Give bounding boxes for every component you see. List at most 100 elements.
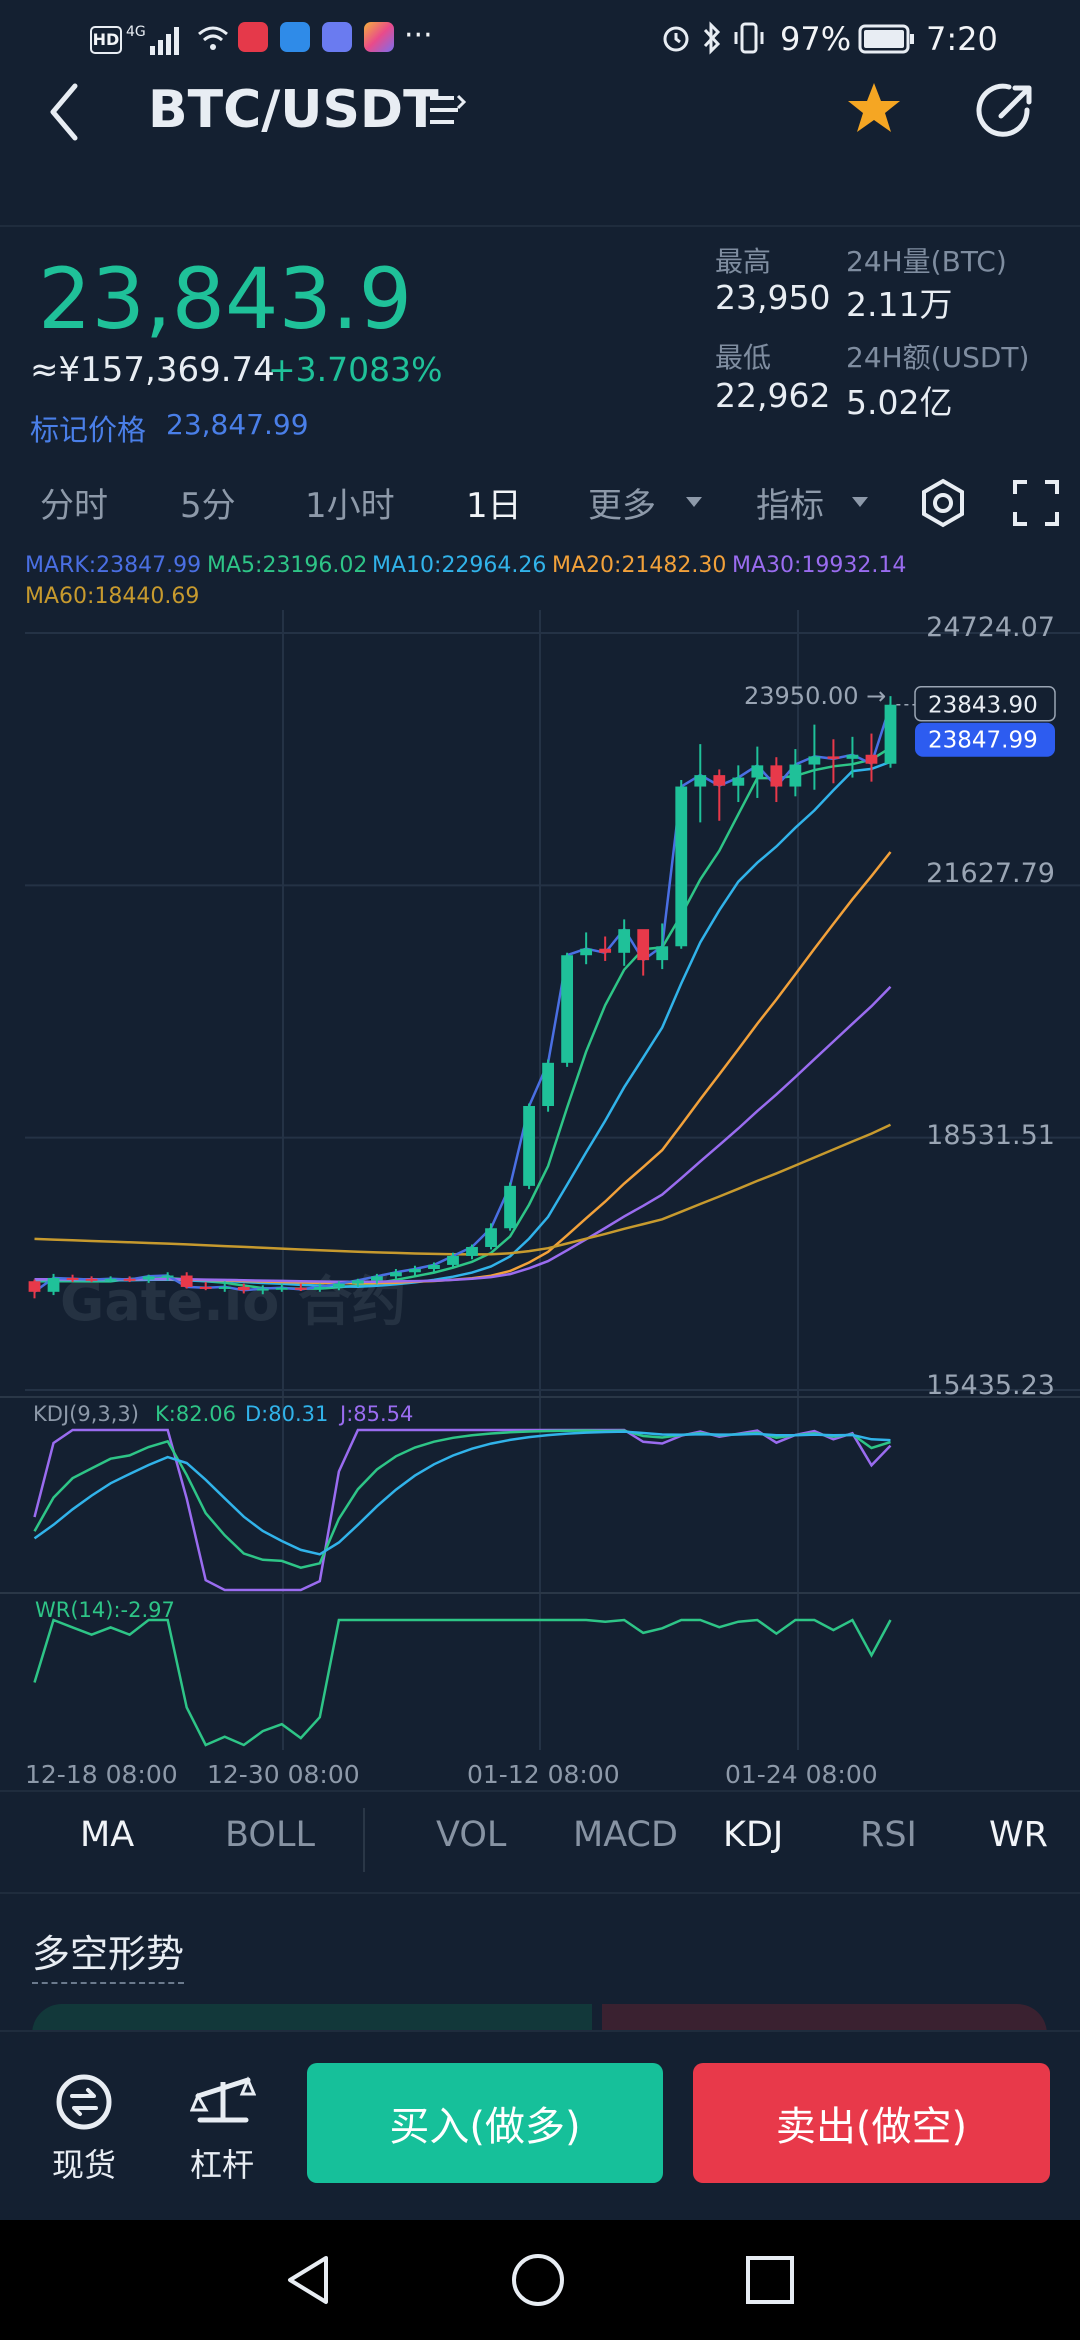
signal-4g-icon: 4G — [126, 22, 186, 56]
spot-label[interactable]: 现货 — [51, 2146, 116, 2184]
pair-menu-icon[interactable] — [428, 90, 468, 130]
long-short-title[interactable]: 多空形势 — [32, 1923, 185, 1984]
last-price: 23,843.9 — [38, 250, 413, 348]
volume-value: 2.11万 — [846, 285, 953, 324]
star-icon[interactable] — [845, 80, 903, 138]
indicator-tab-ma[interactable]: MA — [80, 1815, 135, 1855]
fullscreen-icon[interactable] — [1013, 480, 1059, 526]
tab-time-sharing[interactable]: 分时 — [40, 486, 108, 526]
candle-body — [846, 754, 859, 759]
music-app-icon — [322, 22, 352, 52]
high-price-marker: 23950.00 → — [744, 682, 886, 710]
red-app-icon — [238, 22, 268, 52]
candle-body — [637, 929, 650, 961]
legend-ma10: MA10:22964.26 — [372, 553, 547, 578]
tab-5min[interactable]: 5分 — [180, 486, 236, 526]
legend-mark: MARK:23847.99 — [25, 553, 202, 578]
candle-body — [275, 1287, 288, 1290]
candle-body — [123, 1278, 136, 1281]
candle-body — [85, 1278, 98, 1281]
high-value: 23,950 — [715, 278, 831, 317]
long-short-bar — [32, 2004, 1047, 2032]
more-dropdown-icon[interactable] — [684, 494, 704, 508]
nav-home-icon[interactable] — [510, 2252, 566, 2308]
y-tick-3: 18531.51 — [926, 1120, 1055, 1151]
last-price-tag-bg — [914, 685, 1056, 722]
kdj-j-value: J:85.54 — [340, 1402, 414, 1426]
ma20-line — [34, 851, 892, 1285]
mark-price-line — [33, 704, 892, 1293]
candle-body — [390, 1272, 402, 1277]
indicators-dropdown-icon[interactable] — [850, 494, 870, 508]
indicator-tab-vol[interactable]: VOL — [436, 1815, 507, 1855]
candle-body — [294, 1287, 307, 1290]
amount-label: 24H额(USDT) — [846, 341, 1030, 374]
indicator-tab-rsi[interactable]: RSI — [860, 1815, 917, 1855]
pair-title[interactable]: BTC/USDT — [148, 80, 439, 140]
spot-icon[interactable] — [54, 2072, 114, 2132]
battery-percent: 97% — [780, 20, 852, 58]
candle-body — [47, 1277, 60, 1292]
candle-body — [618, 929, 631, 953]
ma30-line — [34, 985, 892, 1283]
kdj-label: KDJ(9,3,3) — [33, 1402, 139, 1426]
clock: 7:20 — [926, 20, 998, 58]
status-bar: HD 4G ··· 97% 7:20 — [0, 0, 1080, 80]
indicator-tab-wr[interactable]: WR — [989, 1815, 1048, 1855]
tab-1hour[interactable]: 1小时 — [305, 486, 395, 526]
tab-indicators[interactable]: 指标 — [756, 486, 824, 526]
candle-body — [789, 764, 802, 787]
mark-price-value: 23,847.99 — [166, 408, 309, 441]
candle-body — [142, 1276, 155, 1280]
indicator-tab-kdj[interactable]: KDJ — [723, 1815, 784, 1855]
candle-body — [332, 1283, 345, 1287]
candle-body — [161, 1275, 174, 1278]
nav-back-icon[interactable] — [282, 2252, 338, 2308]
candle-body — [523, 1106, 535, 1186]
back-icon[interactable] — [40, 80, 90, 144]
candle-body — [180, 1275, 193, 1287]
mark-price-tag: 23847.99 — [928, 728, 1038, 754]
candle-body — [542, 1062, 554, 1107]
wr-label: WR(14):-2.97 — [35, 1598, 175, 1622]
chart-settings-icon[interactable] — [918, 478, 968, 528]
sell-short-button[interactable]: 卖出(做空) — [693, 2063, 1050, 2183]
candle-body — [351, 1280, 364, 1284]
candle-body — [884, 704, 897, 764]
last-price-tag: 23843.90 — [928, 693, 1038, 719]
indicator-tab-macd[interactable]: MACD — [573, 1815, 678, 1855]
buy-long-button[interactable]: 买入(做多) — [307, 2063, 663, 2183]
candle-body — [485, 1228, 497, 1247]
ma10-line — [34, 760, 891, 1289]
x-tick-1: 12-18 08:00 — [25, 1760, 178, 1789]
margin-label[interactable]: 杠杆 — [189, 2146, 254, 2184]
legend-ma5: MA5:23196.02 — [207, 553, 368, 578]
candle-body — [199, 1286, 212, 1289]
margin-icon[interactable] — [189, 2066, 257, 2132]
svg-text:4G: 4G — [126, 24, 146, 40]
candle-body — [599, 948, 612, 953]
x-tick-4: 01-24 08:00 — [725, 1760, 878, 1789]
indicator-tab-boll[interactable]: BOLL — [225, 1815, 315, 1855]
candle-body — [313, 1286, 326, 1290]
share-icon[interactable] — [975, 80, 1037, 142]
mark-price-label: 标记价格 — [30, 413, 147, 447]
blue-app-icon — [280, 22, 310, 52]
nav-recents-icon[interactable] — [744, 2254, 796, 2306]
change-percent: +3.7083% — [268, 350, 443, 389]
mark-price-tag-bg — [915, 722, 1055, 757]
low-value: 22,962 — [715, 376, 831, 415]
tab-1day[interactable]: 1日 — [466, 486, 522, 526]
kdj-d-line — [33, 1430, 891, 1556]
candle-body — [751, 765, 764, 778]
cny-price: ≈¥157,369.74 — [30, 350, 275, 390]
y-tick-2: 21627.79 — [926, 858, 1055, 889]
candle-body — [28, 1281, 41, 1292]
y-tick-4: 15435.23 — [926, 1370, 1055, 1401]
tab-more[interactable]: 更多 — [588, 486, 656, 526]
hd-icon: HD — [90, 26, 122, 54]
candle-body — [104, 1278, 117, 1281]
indicator-divider — [363, 1808, 365, 1872]
high-label: 最高 — [715, 245, 772, 278]
